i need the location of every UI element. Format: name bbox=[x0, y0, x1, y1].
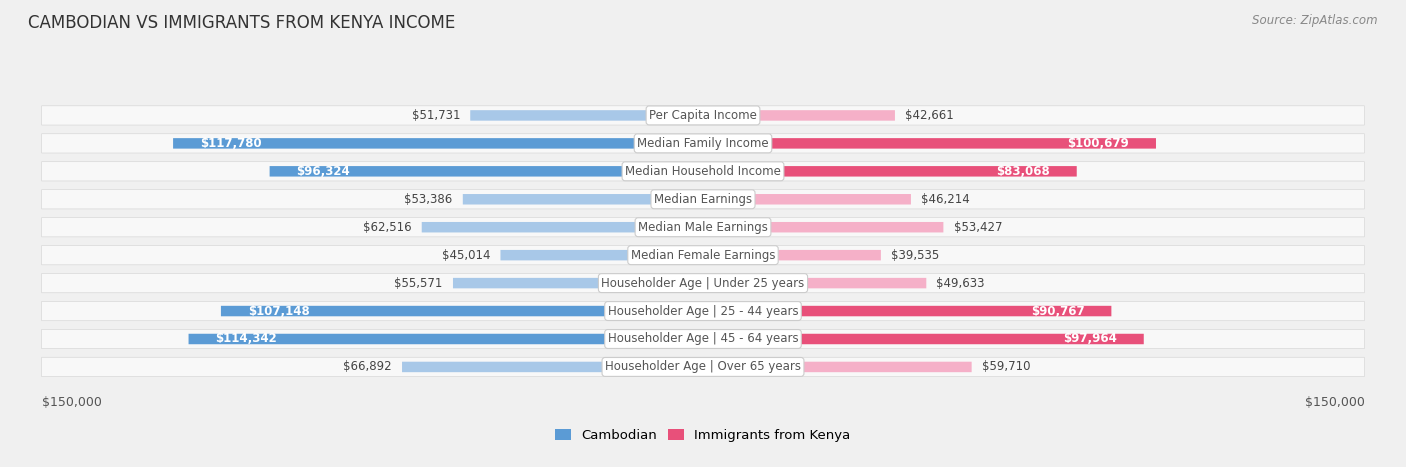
Text: $53,386: $53,386 bbox=[405, 193, 453, 206]
FancyBboxPatch shape bbox=[453, 278, 703, 288]
FancyBboxPatch shape bbox=[703, 166, 1077, 177]
Text: Median Family Income: Median Family Income bbox=[637, 137, 769, 150]
FancyBboxPatch shape bbox=[402, 362, 703, 372]
FancyBboxPatch shape bbox=[42, 329, 1364, 349]
Text: Householder Age | 45 - 64 years: Householder Age | 45 - 64 years bbox=[607, 333, 799, 346]
FancyBboxPatch shape bbox=[703, 138, 1156, 149]
Text: $46,214: $46,214 bbox=[921, 193, 970, 206]
FancyBboxPatch shape bbox=[173, 138, 703, 149]
Text: Median Household Income: Median Household Income bbox=[626, 165, 780, 178]
FancyBboxPatch shape bbox=[42, 357, 1364, 376]
Text: Householder Age | Over 65 years: Householder Age | Over 65 years bbox=[605, 361, 801, 374]
FancyBboxPatch shape bbox=[470, 110, 703, 120]
Text: CAMBODIAN VS IMMIGRANTS FROM KENYA INCOME: CAMBODIAN VS IMMIGRANTS FROM KENYA INCOM… bbox=[28, 14, 456, 32]
Text: $42,661: $42,661 bbox=[905, 109, 953, 122]
Text: Median Earnings: Median Earnings bbox=[654, 193, 752, 206]
Text: $97,964: $97,964 bbox=[1063, 333, 1116, 346]
Text: Source: ZipAtlas.com: Source: ZipAtlas.com bbox=[1253, 14, 1378, 27]
FancyBboxPatch shape bbox=[422, 222, 703, 233]
Text: $107,148: $107,148 bbox=[247, 304, 309, 318]
Text: $39,535: $39,535 bbox=[891, 248, 939, 262]
FancyBboxPatch shape bbox=[42, 301, 1364, 321]
Text: $150,000: $150,000 bbox=[1305, 396, 1364, 409]
Text: $114,342: $114,342 bbox=[215, 333, 277, 346]
Text: Median Female Earnings: Median Female Earnings bbox=[631, 248, 775, 262]
Legend: Cambodian, Immigrants from Kenya: Cambodian, Immigrants from Kenya bbox=[550, 424, 856, 447]
FancyBboxPatch shape bbox=[42, 218, 1364, 237]
FancyBboxPatch shape bbox=[188, 334, 703, 344]
Text: $55,571: $55,571 bbox=[395, 276, 443, 290]
Text: $62,516: $62,516 bbox=[363, 221, 412, 234]
FancyBboxPatch shape bbox=[270, 166, 703, 177]
FancyBboxPatch shape bbox=[703, 250, 882, 261]
Text: $66,892: $66,892 bbox=[343, 361, 392, 374]
Text: $100,679: $100,679 bbox=[1067, 137, 1129, 150]
Text: $45,014: $45,014 bbox=[441, 248, 491, 262]
FancyBboxPatch shape bbox=[501, 250, 703, 261]
Text: $150,000: $150,000 bbox=[42, 396, 101, 409]
FancyBboxPatch shape bbox=[463, 194, 703, 205]
FancyBboxPatch shape bbox=[703, 222, 943, 233]
FancyBboxPatch shape bbox=[703, 194, 911, 205]
FancyBboxPatch shape bbox=[42, 190, 1364, 209]
FancyBboxPatch shape bbox=[703, 334, 1143, 344]
FancyBboxPatch shape bbox=[42, 134, 1364, 153]
FancyBboxPatch shape bbox=[703, 362, 972, 372]
Text: Median Male Earnings: Median Male Earnings bbox=[638, 221, 768, 234]
Text: $59,710: $59,710 bbox=[981, 361, 1031, 374]
Text: Householder Age | Under 25 years: Householder Age | Under 25 years bbox=[602, 276, 804, 290]
FancyBboxPatch shape bbox=[42, 274, 1364, 293]
FancyBboxPatch shape bbox=[221, 306, 703, 316]
Text: Per Capita Income: Per Capita Income bbox=[650, 109, 756, 122]
FancyBboxPatch shape bbox=[42, 106, 1364, 125]
Text: $51,731: $51,731 bbox=[412, 109, 460, 122]
Text: $49,633: $49,633 bbox=[936, 276, 986, 290]
Text: $83,068: $83,068 bbox=[995, 165, 1050, 178]
Text: $117,780: $117,780 bbox=[200, 137, 262, 150]
Text: Householder Age | 25 - 44 years: Householder Age | 25 - 44 years bbox=[607, 304, 799, 318]
FancyBboxPatch shape bbox=[42, 246, 1364, 265]
FancyBboxPatch shape bbox=[42, 162, 1364, 181]
Text: $90,767: $90,767 bbox=[1031, 304, 1084, 318]
FancyBboxPatch shape bbox=[703, 278, 927, 288]
Text: $53,427: $53,427 bbox=[953, 221, 1002, 234]
FancyBboxPatch shape bbox=[703, 306, 1111, 316]
Text: $96,324: $96,324 bbox=[297, 165, 350, 178]
FancyBboxPatch shape bbox=[703, 110, 896, 120]
